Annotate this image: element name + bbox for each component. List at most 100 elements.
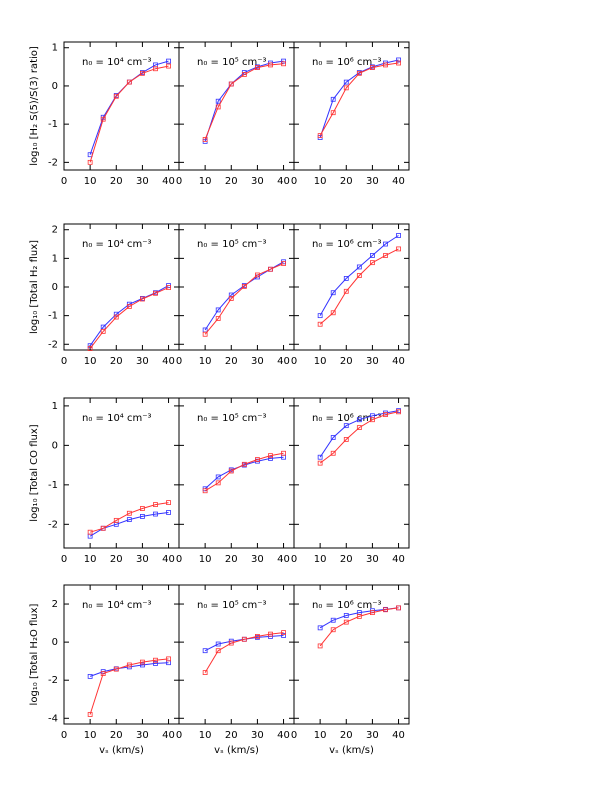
panel-annotation: n₀ = 10⁵ cm⁻³: [197, 239, 267, 250]
y-tick-label: 2: [52, 225, 58, 236]
marker: [113, 93, 119, 99]
x-tick-label: 30: [251, 554, 264, 565]
marker: [396, 409, 401, 415]
y-tick-label: -2: [48, 339, 58, 350]
x-tick-label: 10: [199, 356, 212, 367]
series-line: [319, 607, 399, 647]
marker: [356, 70, 362, 76]
marker: [140, 296, 145, 302]
panel-frame: [293, 584, 410, 725]
marker: [126, 510, 132, 516]
panel-annotation: n₀ = 10⁵ cm⁻³: [197, 600, 267, 611]
panel-frame: [293, 41, 410, 171]
x-tick-label: 30: [251, 356, 264, 367]
marker: [87, 673, 93, 679]
panel-annotation: n₀ = 10⁶ cm⁻³: [312, 413, 382, 424]
marker: [166, 63, 171, 69]
x-tick-label: 0: [61, 554, 67, 565]
marker: [268, 631, 273, 637]
marker: [343, 276, 349, 281]
y-axis-label: log₁₀ [Total H₂ flux]: [29, 240, 40, 334]
marker: [330, 290, 336, 296]
x-tick-label: 20: [340, 176, 353, 187]
marker: [356, 273, 362, 278]
y-tick-label: -2: [48, 157, 58, 168]
x-tick-label: 20: [340, 730, 353, 741]
marker: [383, 412, 388, 417]
series-line: [204, 632, 284, 673]
x-tick-label: 30: [366, 176, 379, 187]
x-tick-label: 10: [199, 176, 212, 187]
marker: [268, 453, 273, 459]
x-tick-label: 30: [251, 176, 264, 187]
x-tick-label: 40: [277, 730, 290, 741]
x-tick-label: 10: [84, 554, 97, 565]
x-tick-label: 0: [176, 176, 182, 187]
series-line: [204, 263, 284, 335]
y-tick-label: -2: [48, 675, 58, 686]
series-line: [319, 410, 399, 458]
series-line: [319, 235, 399, 316]
x-tick-label: 30: [366, 730, 379, 741]
panel-annotation: n₀ = 10⁵ cm⁻³: [197, 57, 267, 68]
marker: [356, 264, 362, 270]
marker: [383, 253, 388, 258]
x-tick-label: 40: [162, 176, 175, 187]
marker: [255, 272, 260, 278]
marker: [202, 331, 208, 337]
x-tick-label: 40: [277, 356, 290, 367]
marker: [356, 425, 362, 431]
x-tick-label: 0: [61, 356, 67, 367]
marker: [317, 460, 323, 466]
x-tick-label: 20: [110, 356, 123, 367]
marker: [330, 617, 336, 623]
x-tick-label: 40: [277, 554, 290, 565]
marker: [228, 81, 234, 87]
marker: [113, 314, 119, 320]
y-tick-label: 0: [52, 440, 58, 451]
series-line: [319, 411, 399, 464]
x-tick-label: 0: [291, 554, 297, 565]
marker: [370, 417, 375, 423]
x-tick-label: 40: [162, 554, 175, 565]
marker: [126, 662, 132, 668]
series-line: [204, 63, 284, 140]
panel-annotation: n₀ = 10⁴ cm⁻³: [82, 413, 152, 424]
y-axis-label: log₁₀ [Total CO flux]: [29, 424, 40, 521]
marker: [317, 454, 323, 460]
marker: [228, 296, 234, 301]
y-tick-label: 2: [52, 599, 58, 610]
marker: [343, 85, 349, 91]
marker: [330, 435, 336, 440]
marker: [255, 457, 260, 462]
x-tick-label: 30: [136, 730, 149, 741]
marker: [317, 625, 323, 631]
marker: [140, 506, 145, 511]
marker: [343, 613, 349, 618]
marker: [330, 96, 336, 102]
y-tick-label: -4: [48, 713, 58, 724]
y-tick-label: -1: [48, 311, 58, 322]
marker: [281, 450, 286, 456]
x-tick-label: 40: [162, 356, 175, 367]
marker: [113, 311, 119, 317]
x-tick-label: 0: [291, 356, 297, 367]
marker: [396, 57, 401, 63]
marker: [370, 253, 375, 258]
x-tick-label: 10: [314, 730, 327, 741]
marker: [166, 58, 171, 64]
marker: [215, 474, 221, 480]
y-axis-label: log₁₀ [H₂ S(5)/S(3) ratio]: [29, 46, 40, 166]
marker: [100, 116, 106, 122]
x-tick-label: 10: [199, 554, 212, 565]
y-axis-label: log₁₀ [Total H₂O flux]: [29, 603, 40, 705]
marker: [166, 500, 171, 506]
marker: [255, 65, 260, 70]
marker: [100, 671, 106, 676]
marker: [126, 79, 132, 85]
y-tick-label: 0: [52, 637, 58, 648]
marker: [113, 517, 119, 523]
series-line: [204, 456, 284, 490]
marker: [202, 137, 208, 142]
